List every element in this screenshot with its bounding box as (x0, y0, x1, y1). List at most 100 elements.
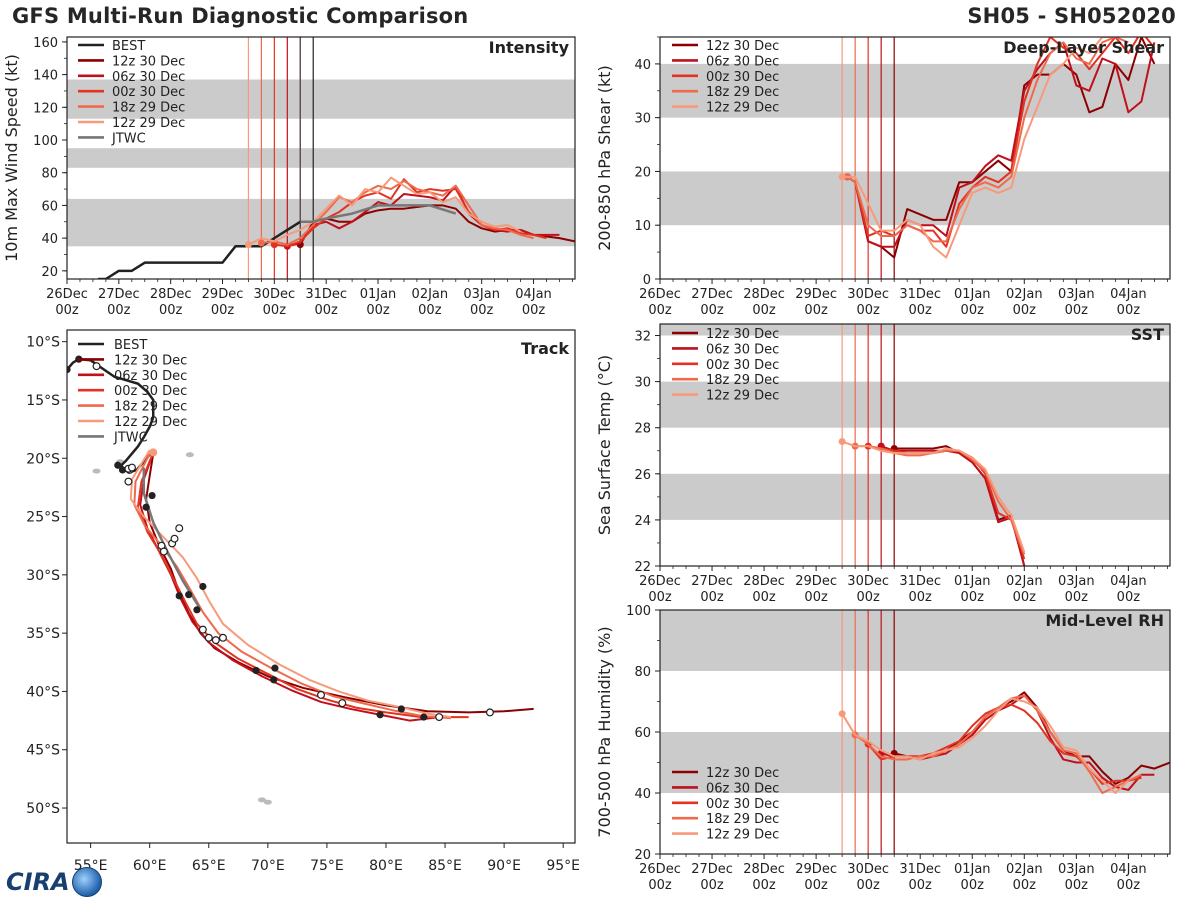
x-tick-label-day: 28Dec (150, 287, 192, 302)
intensity-title: Intensity (489, 38, 570, 57)
panel-track: 55°E 60°E 65°E 70°E 75°E 80°E 85°E 90°E 95°E10°S… (26, 329, 580, 874)
y-tick-label: 100 (33, 134, 58, 149)
y-tick-label: 24 (634, 514, 651, 529)
y-tick-label: 100 (626, 604, 651, 619)
x-tick-label-hour: 00z (700, 878, 724, 893)
legend-label: 00z 30 Dec (114, 384, 187, 399)
x-tick-label-hour: 00z (856, 303, 880, 318)
track-jtwc (142, 467, 201, 609)
track-point-open (127, 463, 136, 472)
shear-frame (659, 36, 1171, 280)
x-tick-label-hour: 00z (418, 303, 442, 318)
series-06z-30-dec (846, 41, 1156, 248)
legend-label: 12z 30 Dec (112, 54, 185, 69)
x-tick-label-day: 30Dec (847, 574, 889, 589)
legend-label: 18z 29 Dec (114, 400, 187, 415)
y-tick-label: 40 (634, 58, 651, 73)
x-tick-label-day: 03Jan (1058, 862, 1095, 877)
x-tick-label-day: 27Dec (691, 574, 733, 589)
track-frame (66, 329, 576, 844)
legend-label: JTWC (113, 430, 148, 445)
track-point-open (211, 636, 220, 645)
y-tick-label: 20°S (26, 451, 60, 467)
x-tick-label-hour: 00z (961, 590, 985, 605)
y-tick-label: 140 (33, 69, 58, 84)
x-tick-label-day: 02Jan (1006, 862, 1043, 877)
sst-plot-area (660, 324, 1170, 566)
x-tick-label-day: 02Jan (1006, 574, 1043, 589)
track-point-filled (193, 606, 201, 614)
series-best (98, 220, 314, 279)
panel-intensity: 2040608010012014016026Dec00z27Dec00z28De… (2, 36, 576, 318)
storm-id-title: SH05 - SH052020 (967, 4, 1176, 28)
track-point-open (204, 633, 213, 642)
track-point-filled (175, 592, 183, 600)
legend-label: 12z 29 Dec (706, 389, 779, 404)
x-tick-label-day: 03Jan (1058, 287, 1095, 302)
series-12z-29-dec (247, 176, 522, 246)
x-tick-label-hour: 00z (700, 590, 724, 605)
legend-label: 06z 30 Dec (112, 70, 185, 85)
x-tick-label-hour: 00z (700, 303, 724, 318)
x-tick-label-day: 01Jan (360, 287, 397, 302)
x-tick-label-day: 28Dec (743, 862, 785, 877)
rh-plot-area (660, 610, 1170, 854)
x-tick-label: 95°E (546, 858, 580, 874)
x-tick-label-hour: 00z (804, 303, 828, 318)
x-tick-label-day: 29Dec (795, 574, 837, 589)
x-tick-label: 80°E (369, 858, 403, 874)
track-point-filled (185, 591, 193, 599)
rh-ylabel: 700-500 hPa Humidity (%) (595, 626, 614, 837)
x-tick-label-hour: 00z (909, 590, 933, 605)
x-tick-label-day: 29Dec (795, 862, 837, 877)
x-tick-label-hour: 00z (856, 878, 880, 893)
x-tick-label-hour: 00z (522, 303, 546, 318)
x-tick-label-day: 31Dec (305, 287, 347, 302)
legend-label: 00z 30 Dec (112, 85, 185, 100)
legend-label: JTWC (111, 131, 146, 146)
x-tick-label-day: 27Dec (98, 287, 140, 302)
legend-label: 12z 29 Dec (114, 415, 187, 430)
x-tick-label-hour: 00z (107, 303, 131, 318)
x-tick-label-day: 31Dec (899, 287, 941, 302)
x-tick-label-hour: 00z (470, 303, 494, 318)
rh-title: Mid-Level RH (1045, 611, 1164, 630)
series-12z-30-dec (846, 37, 1156, 259)
series-start-dot (270, 241, 278, 249)
shear-plot-area (660, 37, 1170, 279)
series-00z-30-dec (867, 703, 1142, 785)
threshold-band (660, 381, 1170, 428)
track-point-filled (199, 582, 207, 591)
threshold-band (67, 79, 575, 119)
intensity-plot-area (67, 37, 575, 279)
track-point-open (338, 699, 347, 708)
x-tick-label-hour: 00z (648, 878, 672, 893)
sst-title: SST (1131, 325, 1164, 344)
legend-label: 06z 30 Dec (706, 342, 779, 357)
x-tick-label-day: 02Jan (412, 287, 449, 302)
track-point-open (435, 713, 444, 722)
island-shape (257, 797, 266, 803)
track-point-filled (420, 713, 428, 721)
series-12z-29-dec (841, 697, 1130, 794)
series-06z-30-dec (880, 445, 1026, 566)
x-tick-label-hour: 00z (804, 590, 828, 605)
x-tick-label-hour: 00z (804, 878, 828, 893)
track-point-filled (118, 466, 127, 474)
track-map-area (67, 355, 534, 805)
legend-label: 12z 30 Dec (706, 39, 779, 54)
threshold-band (660, 171, 1170, 226)
x-tick-label-hour: 00z (366, 303, 390, 318)
x-tick-label-hour: 00z (211, 303, 235, 318)
legend-label: 12z 30 Dec (706, 766, 779, 781)
track-point-filled (142, 503, 150, 511)
series-start-dot (838, 173, 846, 181)
x-tick-label: 75°E (310, 858, 344, 874)
x-tick-label-hour: 00z (314, 303, 338, 318)
globe-icon (71, 867, 102, 897)
y-tick-label: 22 (634, 560, 651, 575)
y-tick-label: 28 (634, 422, 651, 437)
track-title: Track (521, 339, 569, 358)
series-jtwc (300, 204, 457, 224)
y-tick-label: 10°S (26, 335, 60, 351)
